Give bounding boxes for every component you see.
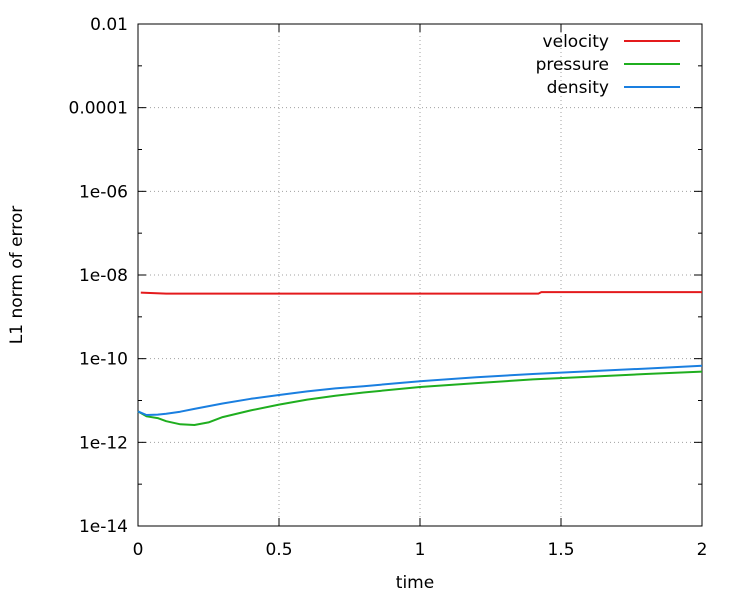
y-axis-label: L1 norm of error bbox=[7, 206, 27, 344]
y-tick-labels: 1e-14 1e-12 1e-10 1e-08 1e-06 0.0001 0.01 bbox=[69, 15, 128, 537]
x-tick-labels: 0 0.5 1 1.5 2 bbox=[133, 540, 708, 560]
legend-label: pressure bbox=[536, 55, 609, 75]
y-tick-label: 1e-14 bbox=[79, 517, 128, 537]
series-line-pressure bbox=[137, 370, 703, 426]
x-tick-label: 1 bbox=[415, 540, 426, 560]
legend: velocity pressure density bbox=[536, 32, 680, 98]
series-line-density bbox=[137, 364, 703, 416]
x-tick-label: 0.5 bbox=[265, 540, 292, 560]
legend-label: velocity bbox=[543, 32, 609, 52]
y-tick-label: 1e-06 bbox=[79, 182, 128, 202]
x-tick-label: 1.5 bbox=[547, 540, 574, 560]
y-tick-label: 1e-08 bbox=[79, 266, 128, 286]
series bbox=[137, 291, 703, 426]
x-axis-label: time bbox=[396, 573, 434, 593]
y-tick-label: 1e-10 bbox=[79, 350, 128, 370]
y-tick-label: 1e-12 bbox=[79, 433, 128, 453]
x-tick-label: 0 bbox=[133, 540, 144, 560]
legend-label: density bbox=[547, 78, 609, 98]
tick-marks bbox=[137, 23, 703, 527]
y-tick-label: 0.0001 bbox=[69, 99, 128, 119]
grid bbox=[138, 24, 702, 526]
x-tick-label: 2 bbox=[697, 540, 708, 560]
y-tick-label: 0.01 bbox=[90, 15, 128, 35]
series-line-velocity bbox=[140, 291, 702, 295]
